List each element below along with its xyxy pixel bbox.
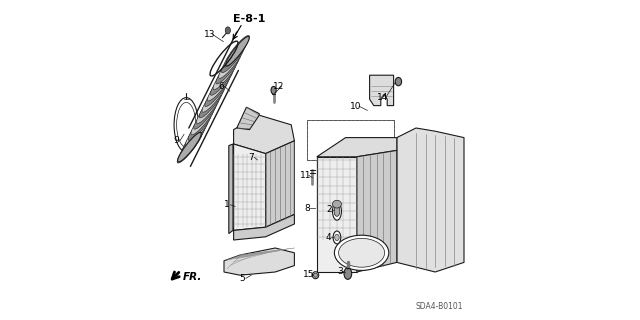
Text: 7: 7 — [248, 153, 254, 162]
Ellipse shape — [205, 75, 230, 107]
Ellipse shape — [174, 98, 198, 152]
Ellipse shape — [314, 273, 317, 277]
Text: 10: 10 — [350, 102, 362, 111]
Text: E-8-1: E-8-1 — [233, 14, 265, 24]
Ellipse shape — [312, 272, 319, 279]
Text: 3: 3 — [337, 267, 342, 276]
Ellipse shape — [213, 58, 238, 90]
Ellipse shape — [224, 35, 250, 67]
Polygon shape — [357, 150, 397, 272]
Polygon shape — [317, 138, 397, 157]
Ellipse shape — [186, 115, 211, 146]
Ellipse shape — [335, 234, 339, 241]
Text: 6: 6 — [219, 82, 224, 91]
Text: 13: 13 — [204, 30, 215, 39]
Ellipse shape — [333, 200, 342, 208]
Ellipse shape — [333, 231, 341, 244]
Polygon shape — [397, 128, 464, 272]
Ellipse shape — [216, 52, 241, 84]
Ellipse shape — [344, 268, 352, 279]
Polygon shape — [237, 107, 259, 130]
Polygon shape — [234, 115, 294, 154]
Ellipse shape — [191, 103, 216, 135]
Ellipse shape — [219, 47, 244, 78]
Ellipse shape — [239, 140, 269, 180]
Text: 1: 1 — [225, 200, 230, 209]
Ellipse shape — [177, 102, 196, 147]
Text: FR.: FR. — [183, 272, 202, 282]
Ellipse shape — [236, 136, 271, 184]
Ellipse shape — [333, 202, 342, 220]
Ellipse shape — [334, 206, 340, 216]
Polygon shape — [266, 141, 294, 227]
Text: 14: 14 — [377, 93, 388, 102]
Ellipse shape — [339, 238, 385, 267]
Text: 12: 12 — [273, 82, 284, 91]
Ellipse shape — [180, 126, 205, 157]
Ellipse shape — [182, 120, 208, 152]
Ellipse shape — [202, 81, 227, 112]
Ellipse shape — [211, 64, 236, 95]
Text: 4: 4 — [325, 233, 331, 242]
Ellipse shape — [271, 86, 276, 94]
Ellipse shape — [188, 109, 214, 140]
Ellipse shape — [196, 92, 222, 124]
Text: SDA4-B0101: SDA4-B0101 — [416, 302, 463, 311]
Polygon shape — [370, 75, 394, 106]
Polygon shape — [234, 214, 294, 240]
Ellipse shape — [221, 41, 246, 73]
Polygon shape — [234, 144, 266, 230]
Polygon shape — [224, 248, 294, 275]
Text: 15: 15 — [303, 270, 314, 279]
Ellipse shape — [207, 69, 233, 101]
Ellipse shape — [226, 36, 249, 66]
Text: 11: 11 — [300, 171, 311, 180]
Polygon shape — [317, 157, 357, 272]
Ellipse shape — [194, 98, 219, 129]
Text: 5: 5 — [240, 274, 245, 283]
Ellipse shape — [225, 27, 230, 34]
Ellipse shape — [199, 86, 225, 118]
Ellipse shape — [178, 132, 201, 162]
Text: 2: 2 — [326, 205, 332, 214]
Text: 9: 9 — [174, 136, 179, 145]
Ellipse shape — [335, 235, 389, 270]
Text: 8: 8 — [305, 204, 310, 212]
Polygon shape — [229, 144, 233, 234]
Ellipse shape — [177, 131, 202, 163]
Ellipse shape — [396, 77, 402, 86]
